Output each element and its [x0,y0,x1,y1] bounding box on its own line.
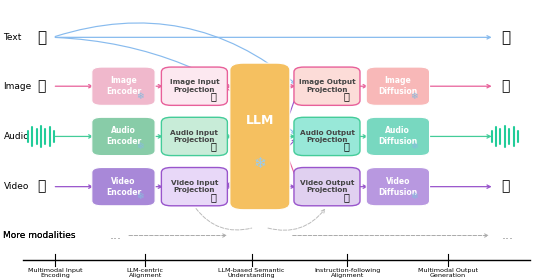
Text: Video Input
Projection: Video Input Projection [171,180,218,193]
Text: Audio Input
Projection: Audio Input Projection [171,130,218,143]
Text: Image
Encoder: Image Encoder [106,76,141,96]
FancyBboxPatch shape [161,167,228,206]
Text: 🔥: 🔥 [344,91,350,101]
Text: Multimodal Input
Encoding: Multimodal Input Encoding [28,268,83,278]
Text: Video: Video [3,182,29,191]
Text: 🎞: 🎞 [501,180,510,194]
FancyBboxPatch shape [366,67,429,105]
FancyBboxPatch shape [161,67,228,105]
Text: ...: ... [109,229,121,242]
Text: 🔥: 🔥 [344,142,350,151]
Text: More modalities: More modalities [3,231,76,240]
Text: 🔥: 🔥 [211,91,217,101]
FancyBboxPatch shape [230,63,290,210]
Text: Multimodal Output
Generation: Multimodal Output Generation [418,268,478,278]
Text: Audio
Encoder: Audio Encoder [106,126,141,146]
Text: Audio Output
Projection: Audio Output Projection [300,130,354,143]
Text: ❄: ❄ [410,192,418,201]
Text: Video
Encoder: Video Encoder [106,177,141,197]
Text: Text: Text [3,33,22,42]
Text: Instruction-following
Alignment: Instruction-following Alignment [314,268,380,278]
Text: 📋: 📋 [37,30,46,45]
FancyBboxPatch shape [366,117,429,156]
Text: ...: ... [502,229,514,242]
Text: 🔥: 🔥 [211,142,217,151]
Text: LLM-based Semantic
Understanding: LLM-based Semantic Understanding [218,268,285,278]
Text: Image Input
Projection: Image Input Projection [170,80,219,93]
Text: Image Output
Projection: Image Output Projection [299,80,356,93]
Text: Audio: Audio [3,132,29,141]
Text: ❄: ❄ [136,192,143,201]
Text: 🔥: 🔥 [344,192,350,202]
Text: Image: Image [3,82,32,91]
Text: ❄: ❄ [410,92,418,101]
FancyBboxPatch shape [294,117,360,156]
Text: 🔥: 🔥 [211,192,217,202]
FancyBboxPatch shape [294,67,360,105]
Text: Audio
Diffusion: Audio Diffusion [379,126,417,146]
Text: ❄: ❄ [136,142,143,151]
Text: ❄: ❄ [136,92,143,101]
Text: Image
Diffusion: Image Diffusion [379,76,417,96]
FancyBboxPatch shape [92,167,155,206]
Text: Video Output
Projection: Video Output Projection [300,180,354,193]
FancyBboxPatch shape [161,117,228,156]
Text: 🏔: 🏔 [501,79,510,93]
FancyBboxPatch shape [294,167,360,206]
Text: More modalities: More modalities [3,231,76,240]
FancyBboxPatch shape [366,167,429,206]
Text: LLM: LLM [246,114,274,127]
Text: ❄: ❄ [410,142,418,151]
Text: 🏔: 🏔 [37,79,46,93]
Text: Video
Diffusion: Video Diffusion [379,177,417,197]
Text: ❄: ❄ [253,156,266,171]
FancyBboxPatch shape [92,67,155,105]
Text: 📋: 📋 [501,30,510,45]
FancyBboxPatch shape [92,117,155,156]
Text: LLM-centric
Alignment: LLM-centric Alignment [127,268,164,278]
Text: 🎞: 🎞 [37,180,46,194]
